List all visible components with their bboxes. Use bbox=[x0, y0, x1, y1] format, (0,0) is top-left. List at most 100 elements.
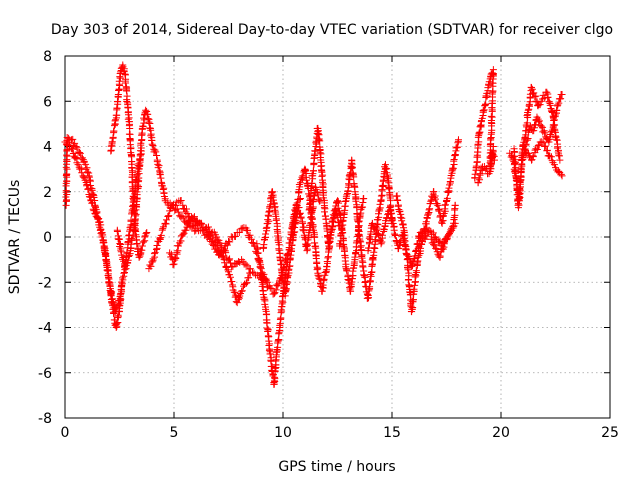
trace-marker bbox=[80, 157, 88, 165]
y-tick-label: 0 bbox=[43, 230, 52, 246]
trace-marker bbox=[134, 181, 142, 189]
trace-marker bbox=[247, 235, 255, 243]
x-tick-label: 10 bbox=[274, 425, 292, 441]
trace-marker bbox=[547, 153, 555, 161]
trace-marker bbox=[516, 178, 524, 186]
trace-marker bbox=[132, 212, 140, 220]
trace-marker bbox=[436, 252, 444, 260]
trace-marker bbox=[544, 93, 552, 101]
trace-marker bbox=[390, 230, 398, 238]
trace-marker bbox=[441, 201, 449, 209]
trace-marker bbox=[546, 101, 554, 109]
trace-marker bbox=[311, 147, 319, 155]
trace-marker bbox=[224, 268, 232, 276]
trace-marker bbox=[297, 213, 305, 221]
trace-marker bbox=[264, 328, 272, 336]
trace-marker bbox=[257, 269, 265, 277]
data-point bbox=[550, 161, 558, 169]
trace-marker bbox=[113, 227, 121, 235]
trace-marker bbox=[128, 236, 136, 244]
trace-marker bbox=[422, 220, 430, 228]
trace-marker bbox=[226, 273, 234, 281]
trace-marker bbox=[147, 262, 155, 270]
trace-marker bbox=[104, 272, 112, 280]
trace-marker bbox=[142, 230, 150, 238]
trace-marker bbox=[157, 231, 165, 239]
trace-marker bbox=[387, 210, 395, 218]
trace-marker bbox=[279, 276, 287, 284]
trace-marker bbox=[159, 225, 167, 233]
trace-marker bbox=[102, 253, 110, 261]
data-point bbox=[111, 308, 119, 316]
trace-marker bbox=[262, 224, 270, 232]
trace-marker bbox=[288, 241, 296, 249]
trace-marker bbox=[180, 214, 188, 222]
trace-marker bbox=[123, 98, 131, 106]
trace-marker bbox=[259, 280, 267, 288]
trace-marker bbox=[177, 213, 185, 221]
trace-marker bbox=[292, 208, 300, 216]
trace-marker bbox=[171, 201, 179, 209]
trace-marker bbox=[110, 127, 118, 135]
data-point bbox=[142, 106, 150, 114]
trace-marker bbox=[135, 174, 143, 182]
trace-marker bbox=[199, 227, 207, 235]
trace-marker bbox=[153, 241, 161, 249]
trace-marker bbox=[129, 231, 137, 239]
trace-marker bbox=[69, 135, 77, 143]
trace-marker bbox=[376, 200, 384, 208]
grid-lines bbox=[65, 56, 610, 418]
trace-marker bbox=[446, 228, 454, 236]
trace-marker bbox=[71, 139, 79, 147]
trace-marker bbox=[300, 227, 308, 235]
trace-marker bbox=[323, 257, 331, 265]
trace-marker bbox=[321, 212, 329, 220]
trace-marker bbox=[107, 142, 115, 150]
trace-marker bbox=[165, 212, 173, 220]
trace-marker bbox=[139, 238, 147, 246]
trace-marker bbox=[192, 221, 200, 229]
trace-marker bbox=[153, 151, 161, 159]
trace-marker bbox=[446, 178, 454, 186]
trace-marker bbox=[110, 122, 118, 130]
trace-marker bbox=[438, 218, 446, 226]
trace-marker bbox=[262, 230, 270, 238]
trace-marker bbox=[383, 171, 391, 179]
trace-marker bbox=[357, 246, 365, 254]
trace-marker bbox=[152, 148, 160, 156]
trace-marker bbox=[155, 162, 163, 170]
trace-marker bbox=[235, 229, 243, 237]
trace-marker bbox=[125, 130, 133, 138]
trace-marker bbox=[343, 191, 351, 199]
trace-marker bbox=[271, 206, 279, 214]
trace-marker bbox=[286, 254, 294, 262]
trace-marker bbox=[256, 256, 264, 264]
y-axis-tick-labels: -8 -6 -4 -2 0 2 4 6 8 bbox=[38, 49, 52, 427]
data-point bbox=[530, 127, 538, 135]
trace-marker bbox=[73, 144, 81, 152]
trace-marker bbox=[144, 115, 152, 123]
trace-marker bbox=[471, 170, 479, 178]
trace-marker bbox=[76, 149, 84, 157]
trace-marker bbox=[398, 217, 406, 225]
trace-marker bbox=[148, 136, 156, 144]
data-point bbox=[301, 165, 309, 173]
trace-marker bbox=[268, 285, 276, 293]
trace-marker bbox=[404, 256, 412, 264]
y-tick-label: 2 bbox=[43, 185, 52, 201]
trace-marker bbox=[221, 259, 229, 267]
trace-marker bbox=[113, 98, 121, 106]
trace-marker bbox=[318, 172, 326, 180]
trace-marker bbox=[182, 226, 190, 234]
trace-marker bbox=[427, 197, 435, 205]
data-point bbox=[360, 195, 368, 203]
data-point bbox=[528, 84, 536, 92]
y-tick-label: 6 bbox=[43, 94, 52, 110]
data-point bbox=[107, 287, 115, 295]
trace-marker bbox=[293, 199, 301, 207]
trace-marker bbox=[320, 208, 328, 216]
trace-marker bbox=[431, 195, 439, 203]
trace-marker bbox=[260, 241, 268, 249]
trace-marker bbox=[292, 201, 300, 209]
trace-marker bbox=[302, 176, 310, 184]
